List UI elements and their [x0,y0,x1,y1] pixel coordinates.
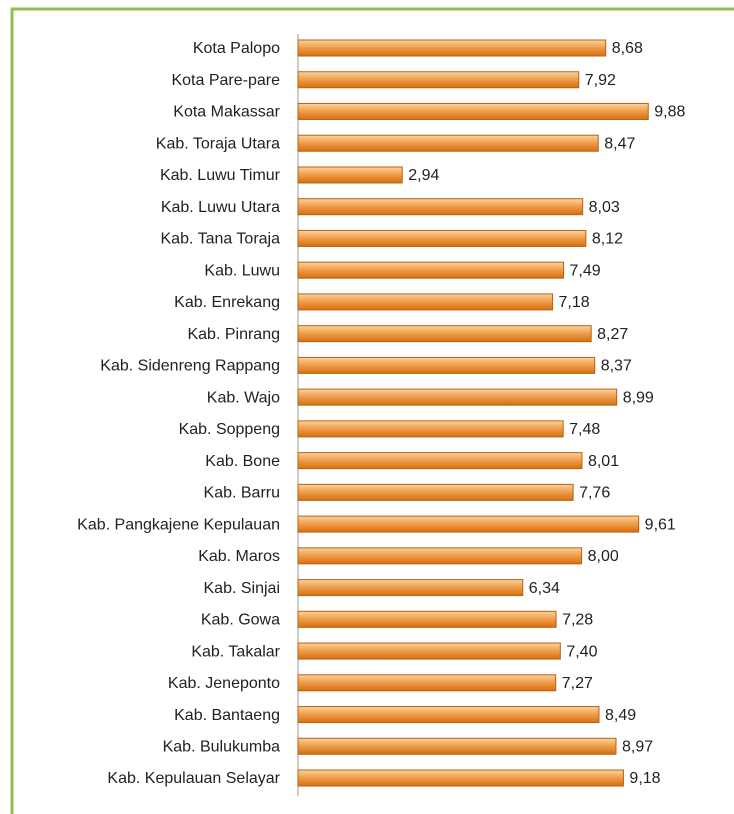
value-label: 9,61 [645,516,676,533]
bar [297,388,618,406]
bar [297,71,580,89]
category-label: Kab. Barru [204,485,280,502]
value-label: 7,28 [562,612,593,629]
bar [297,737,617,755]
value-label: 7,27 [562,675,593,692]
bar [297,706,600,724]
value-label: 8,03 [589,199,620,216]
category-label: Kab. Takalar [191,643,280,660]
category-label: Kab. Luwu [204,262,280,279]
bar [297,610,557,628]
value-label: 8,01 [588,453,619,470]
category-label: Kab. Pangkajene Kepulauan [77,516,280,533]
bar [297,769,624,787]
category-label: Kab. Bulukumba [163,738,281,755]
bar [297,166,403,184]
value-label: 8,37 [601,358,632,375]
frame [10,7,734,814]
category-label: Kab. Tana Toraja [161,231,281,248]
bar [297,579,524,597]
value-label: 8,68 [612,40,643,57]
bar [297,293,554,311]
value-label: 8,00 [588,548,619,565]
category-label: Kab. Maros [198,548,280,565]
bar [297,547,583,565]
value-label: 7,92 [585,72,616,89]
bar [297,642,561,660]
bar [297,134,599,152]
value-label: 2,94 [408,167,439,184]
bar [297,39,607,57]
bar [297,483,574,501]
value-label: 8,27 [597,326,628,343]
value-label: 7,40 [566,643,597,660]
bar [297,674,557,692]
category-label: Kab. Bantaeng [174,707,280,724]
category-label: Kab. Sinjai [204,580,281,597]
category-label: Kab. Bone [205,453,280,470]
category-label: Kota Makassar [173,104,280,121]
bar [297,198,584,216]
category-label: Kota Pare-pare [171,72,280,89]
value-label: 9,88 [654,104,685,121]
category-label: Kab. Soppeng [179,421,280,438]
category-label: Kab. Luwu Utara [161,199,280,216]
value-label: 7,18 [559,294,590,311]
value-label: 9,18 [629,770,660,787]
category-label: Kab. Wajo [207,389,280,406]
category-label: Kab. Jeneponto [168,675,280,692]
category-label: Kab. Pinrang [187,326,280,343]
bar [297,452,583,470]
bar [297,325,592,343]
value-label: 6,34 [529,580,560,597]
category-label: Kab. Enrekang [174,294,280,311]
bar [297,102,649,120]
bar [297,515,640,533]
value-label: 8,97 [622,738,653,755]
value-label: 8,49 [605,707,636,724]
bar [297,356,596,374]
bar [297,261,565,279]
category-label: Kab. Luwu Timur [160,167,281,184]
bar [297,229,587,247]
category-label: Kab. Gowa [201,612,280,629]
value-label: 8,12 [592,231,623,248]
category-label: Kab. Sidenreng Rappang [100,358,280,375]
category-label: Kota Palopo [193,40,280,57]
value-label: 8,99 [623,389,654,406]
bar [297,420,564,438]
value-label: 7,48 [569,421,600,438]
category-label: Kab. Kepulauan Selayar [107,770,280,787]
value-label: 8,47 [604,135,635,152]
value-label: 7,76 [579,485,610,502]
category-label: Kab. Toraja Utara [156,135,280,152]
value-label: 7,49 [570,262,601,279]
